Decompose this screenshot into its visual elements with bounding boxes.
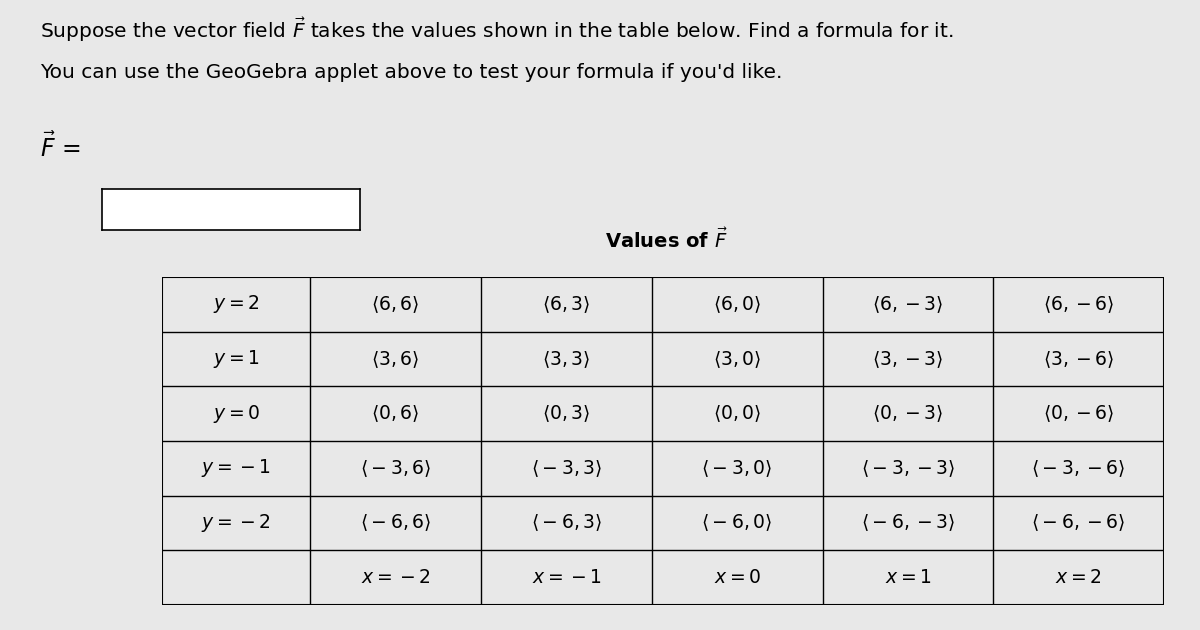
Text: $\langle 0, 0\rangle$: $\langle 0, 0\rangle$ — [713, 403, 761, 424]
Text: $\langle -3, -3\rangle$: $\langle -3, -3\rangle$ — [860, 458, 955, 479]
Text: $\langle 0, -3\rangle$: $\langle 0, -3\rangle$ — [872, 403, 943, 424]
Text: $\langle 3, 3\rangle$: $\langle 3, 3\rangle$ — [542, 348, 590, 370]
Text: $y = 1$: $y = 1$ — [212, 348, 259, 370]
Text: $\langle -3, 6\rangle$: $\langle -3, 6\rangle$ — [360, 458, 431, 479]
Text: $x = 0$: $x = 0$ — [714, 568, 761, 587]
Text: $\langle 3, -6\rangle$: $\langle 3, -6\rangle$ — [1043, 348, 1115, 370]
Text: $\langle -6, 3\rangle$: $\langle -6, 3\rangle$ — [530, 512, 602, 534]
Text: You can use the GeoGebra applet above to test your formula if you'd like.: You can use the GeoGebra applet above to… — [40, 63, 782, 82]
Text: $x = -1$: $x = -1$ — [532, 568, 601, 587]
Text: $\langle 6, 3\rangle$: $\langle 6, 3\rangle$ — [542, 294, 590, 315]
Text: $\langle 6, -6\rangle$: $\langle 6, -6\rangle$ — [1043, 294, 1115, 315]
Text: $\langle -3, -6\rangle$: $\langle -3, -6\rangle$ — [1031, 458, 1126, 479]
Text: $x = 1$: $x = 1$ — [884, 568, 931, 587]
Text: $\langle 0, -6\rangle$: $\langle 0, -6\rangle$ — [1043, 403, 1115, 424]
Text: $x = -2$: $x = -2$ — [361, 568, 431, 587]
Text: $\langle 0, 3\rangle$: $\langle 0, 3\rangle$ — [542, 403, 590, 424]
Text: $\langle 0, 6\rangle$: $\langle 0, 6\rangle$ — [372, 403, 420, 424]
Text: $\langle -3, 0\rangle$: $\langle -3, 0\rangle$ — [702, 458, 773, 479]
Text: Suppose the vector field $\vec{F}$ takes the values shown in the table below. Fi: Suppose the vector field $\vec{F}$ takes… — [40, 16, 953, 44]
Text: $\langle -3, 3\rangle$: $\langle -3, 3\rangle$ — [530, 458, 602, 479]
Text: $y = -1$: $y = -1$ — [202, 457, 271, 479]
Text: $\langle -6, -6\rangle$: $\langle -6, -6\rangle$ — [1031, 512, 1126, 534]
Text: $\langle -6, 0\rangle$: $\langle -6, 0\rangle$ — [702, 512, 773, 534]
Text: $\langle 6, 0\rangle$: $\langle 6, 0\rangle$ — [713, 294, 761, 315]
Text: $\langle -6, 6\rangle$: $\langle -6, 6\rangle$ — [360, 512, 431, 534]
Text: $y = 2$: $y = 2$ — [212, 294, 259, 316]
Text: $\vec{F}$ =: $\vec{F}$ = — [40, 132, 80, 162]
Text: $x = 2$: $x = 2$ — [1055, 568, 1102, 587]
Text: $y = 0$: $y = 0$ — [212, 403, 259, 425]
Text: $y = -2$: $y = -2$ — [202, 512, 271, 534]
Text: Values of $\vec{F}$: Values of $\vec{F}$ — [605, 228, 727, 252]
Text: $\langle 3, 0\rangle$: $\langle 3, 0\rangle$ — [713, 348, 761, 370]
Text: $\langle 3, 6\rangle$: $\langle 3, 6\rangle$ — [372, 348, 420, 370]
Text: $\langle 3, -3\rangle$: $\langle 3, -3\rangle$ — [872, 348, 943, 370]
Text: $\langle 6, 6\rangle$: $\langle 6, 6\rangle$ — [372, 294, 420, 315]
Text: $\langle 6, -3\rangle$: $\langle 6, -3\rangle$ — [872, 294, 943, 315]
Text: $\langle -6, -3\rangle$: $\langle -6, -3\rangle$ — [860, 512, 955, 534]
